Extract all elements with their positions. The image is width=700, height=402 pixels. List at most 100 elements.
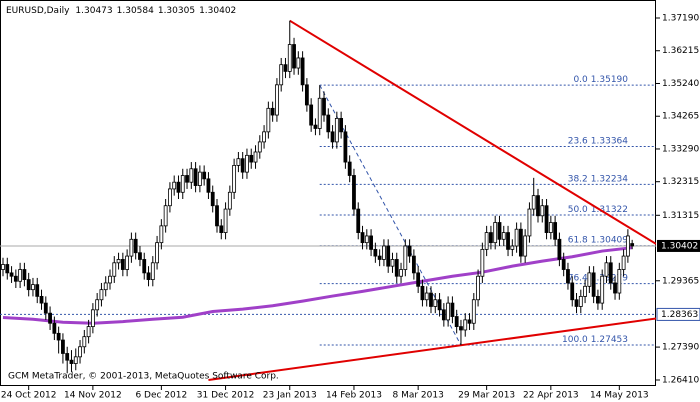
candle-body (65, 353, 70, 361)
candle-body (206, 178, 211, 193)
candle-body (587, 272, 592, 287)
candle-body (103, 282, 108, 291)
fib-label: 100.0 1.27453 (562, 334, 628, 344)
candle-body (197, 171, 202, 186)
candle-body (245, 154, 249, 173)
candle-body (146, 272, 151, 280)
candle-body (416, 272, 421, 287)
y-tick-label: 1.26410 (662, 376, 699, 386)
candle-body (249, 154, 254, 163)
candle-body (347, 161, 352, 176)
candle-body (489, 232, 493, 244)
candle-body (82, 336, 87, 348)
candle-body (279, 64, 284, 86)
candle-body (399, 269, 403, 277)
candle-body (322, 97, 326, 116)
candle-body (13, 275, 18, 282)
x-tick-label: 14 Nov 2012 (64, 391, 122, 401)
candle-body (493, 222, 498, 244)
candle-body (476, 275, 480, 301)
candle-body (441, 309, 446, 321)
candle-body (99, 289, 104, 301)
y-tick-label: 1.36215 (662, 46, 699, 56)
trendline (289, 19, 656, 246)
candle-body (270, 107, 275, 116)
candle-body (369, 235, 373, 250)
candle-body (180, 175, 185, 193)
candle-body (382, 245, 386, 260)
candle-body (437, 299, 442, 311)
x-tick-label: 23 Jan 2013 (263, 391, 317, 401)
fib-price: 1.33364 (591, 136, 628, 146)
candle-body (185, 175, 189, 183)
y-tick-label: 1.37190 (662, 14, 699, 24)
candle-body (608, 262, 613, 284)
candle-body (617, 269, 622, 294)
candle-body (56, 332, 61, 341)
candle-body (613, 282, 617, 294)
y-tick-label: 1.32315 (662, 177, 699, 187)
candle-body (523, 235, 528, 257)
candle-body (514, 228, 519, 247)
candle-body (95, 299, 100, 311)
candle-body (339, 118, 344, 133)
fib-price: 1.30409 (591, 235, 628, 245)
candle-body (35, 284, 40, 297)
candle-body (403, 245, 408, 270)
candle-body (61, 339, 65, 354)
chart-header: EURUSD,Daily 1.30473 1.30584 1.30305 1.30402 (6, 6, 236, 16)
fib-label: 38.2 1.32234 (568, 174, 629, 184)
candle-body (330, 131, 335, 143)
candle-body (133, 238, 138, 254)
candle-body (411, 255, 416, 274)
candle-body (39, 295, 44, 304)
candle-body (536, 195, 540, 217)
candle-body (309, 104, 314, 126)
close: 1.30402 (199, 6, 236, 16)
fib-level-name: 0.0 (573, 75, 588, 85)
candle-body (176, 181, 181, 193)
candle-body (467, 319, 472, 324)
candle-body (172, 181, 177, 190)
candle-body (540, 205, 545, 217)
candle-body (223, 208, 228, 233)
current-price-label: 1.30402 (661, 241, 698, 251)
candle-body (193, 168, 198, 186)
moving-average (2, 246, 633, 325)
low: 1.30305 (158, 6, 195, 16)
candle-body (48, 312, 52, 324)
candle-body (90, 309, 95, 328)
candle-body (236, 158, 241, 166)
candle-body (304, 84, 309, 106)
fib-label: 50.0 1.31322 (568, 205, 628, 215)
candle-body (275, 84, 279, 116)
candle-body (450, 302, 455, 317)
candle-body (73, 356, 78, 364)
candle-body (352, 175, 356, 210)
candle-body (26, 279, 31, 291)
candle-body (9, 272, 14, 277)
price-level-box (656, 307, 700, 321)
candle-body (527, 208, 532, 237)
candle-body (155, 242, 159, 264)
candle-body (240, 158, 245, 173)
candle-body (343, 131, 348, 163)
candle-body (578, 295, 583, 307)
candle-body (120, 259, 125, 270)
candle-body (433, 299, 438, 307)
x-tick-label: 14 May 2013 (590, 391, 649, 401)
candle-body (317, 97, 322, 129)
candle-body (69, 359, 74, 364)
fib-level-name: 100.0 (562, 334, 588, 344)
candle-body (407, 245, 412, 257)
candle-body (377, 255, 382, 260)
candle-body (86, 326, 91, 338)
fib-diagonal (319, 84, 462, 346)
candle-body (390, 259, 395, 267)
candle-body (471, 299, 476, 324)
candle-body (583, 285, 587, 297)
candle-body (116, 259, 121, 264)
fib-label: 23.6 1.33364 (568, 136, 629, 146)
candle-body (125, 255, 130, 270)
